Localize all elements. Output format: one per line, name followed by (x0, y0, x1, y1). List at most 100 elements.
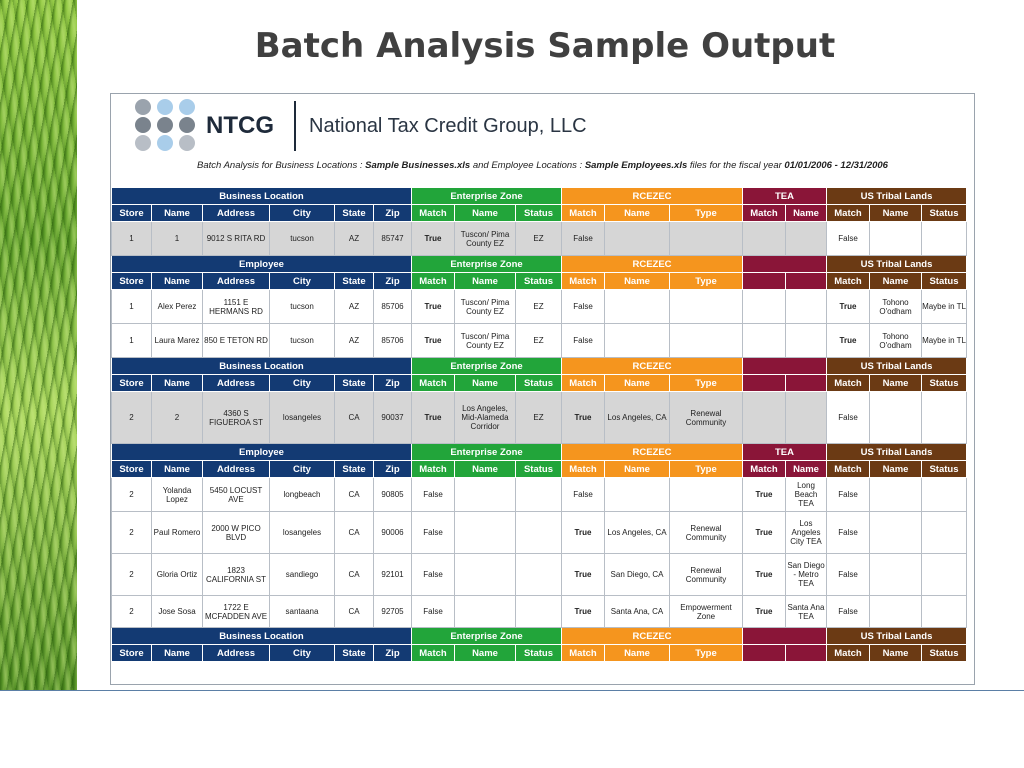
col-store: Store (111, 460, 152, 478)
col-rc-name: Name (604, 460, 670, 478)
cell-zip: 85706 (373, 323, 412, 358)
cell-us-status (921, 511, 967, 554)
col-ez-match: Match (411, 272, 455, 290)
column-header-row: Store Name Address City State Zip Match … (111, 644, 967, 662)
report-document: NTCG National Tax Credit Group, LLC Batc… (110, 93, 975, 685)
col-name: Name (151, 272, 203, 290)
cell-us-match: True (826, 323, 870, 358)
col-rc-match: Match (561, 644, 605, 662)
cell-state: CA (334, 477, 374, 512)
cell-ez-name (454, 595, 516, 628)
cell-us-match: False (826, 391, 870, 444)
cell-ez-name (454, 553, 516, 596)
col-us-status: Status (921, 644, 967, 662)
column-header-row: Store Name Address City State Zip Match … (111, 460, 967, 478)
cell-name: Laura Marez (151, 323, 203, 358)
group-business-location: Business Location (111, 627, 412, 645)
col-name: Name (151, 374, 203, 392)
cell-city: losangeles (269, 391, 335, 444)
group-enterprise-zone: Enterprise Zone (411, 255, 562, 273)
col-city: City (269, 460, 335, 478)
cell-us-status: Maybe in TL (921, 323, 967, 358)
cell-tea-match (742, 221, 786, 256)
cell-us-status (921, 553, 967, 596)
col-rc-name: Name (604, 204, 670, 222)
cell-address: 2000 W PICO BLVD (202, 511, 270, 554)
cell-rc-match: False (561, 289, 605, 324)
col-address: Address (202, 272, 270, 290)
col-us-name: Name (869, 644, 922, 662)
cell-rc-match: True (561, 511, 605, 554)
col-tea-match (742, 644, 786, 662)
cell-us-status: Maybe in TL (921, 289, 967, 324)
cell-us-name (869, 595, 922, 628)
col-us-status: Status (921, 272, 967, 290)
cell-rc-name (604, 323, 670, 358)
logo-divider (294, 101, 296, 151)
cell-ez-match: True (411, 221, 455, 256)
cell-ez-name: Los Angeles, Mid-Alameda Corridor (454, 391, 516, 444)
group-enterprise-zone: Enterprise Zone (411, 357, 562, 375)
company-name: National Tax Credit Group, LLC (309, 115, 587, 137)
table-row: 2 Yolanda Lopez 5450 LOCUST AVE longbeac… (111, 477, 967, 512)
col-ez-name: Name (454, 204, 516, 222)
col-ez-name: Name (454, 272, 516, 290)
col-address: Address (202, 374, 270, 392)
cell-rc-match: False (561, 477, 605, 512)
col-tea-name: Name (785, 460, 827, 478)
table-row: 1 Alex Perez 1151 E HERMANS RD tucson AZ… (111, 289, 967, 324)
cell-rc-name: Los Angeles, CA (604, 511, 670, 554)
report-caption: Batch Analysis for Business Locations : … (197, 160, 888, 171)
cell-city: longbeach (269, 477, 335, 512)
cell-rc-name: Santa Ana, CA (604, 595, 670, 628)
col-rc-name: Name (604, 644, 670, 662)
cell-ez-status (515, 553, 562, 596)
group-us-tribal-lands: US Tribal Lands (826, 255, 967, 273)
col-store: Store (111, 272, 152, 290)
col-us-match: Match (826, 374, 870, 392)
cell-rc-match: True (561, 595, 605, 628)
cell-name: Jose Sosa (151, 595, 203, 628)
col-rc-match: Match (561, 374, 605, 392)
cell-rc-type (669, 323, 743, 358)
cell-ez-status (515, 595, 562, 628)
group-header-row: Employee Enterprise Zone RCEZEC US Triba… (111, 255, 967, 273)
column-header-row: Store Name Address City State Zip Match … (111, 204, 967, 222)
group-header-row: Business Location Enterprise Zone RCEZEC… (111, 357, 967, 375)
col-tea-match (742, 374, 786, 392)
col-us-match: Match (826, 272, 870, 290)
slide-divider (0, 690, 1024, 691)
cell-tea-match (742, 323, 786, 358)
cell-name: 1 (151, 221, 203, 256)
col-address: Address (202, 644, 270, 662)
table-row: 2 2 4360 S FIGUEROA ST losangeles CA 900… (111, 391, 967, 444)
brand-name: NTCG (206, 112, 274, 139)
col-city: City (269, 204, 335, 222)
cell-ez-match: False (411, 553, 455, 596)
col-tea-match: Match (742, 460, 786, 478)
cell-rc-match: False (561, 221, 605, 256)
cell-state: AZ (334, 323, 374, 358)
col-tea-name (785, 272, 827, 290)
col-ez-status: Status (515, 272, 562, 290)
cell-rc-name (604, 221, 670, 256)
col-ez-match: Match (411, 644, 455, 662)
group-enterprise-zone: Enterprise Zone (411, 443, 562, 461)
group-rcezec: RCEZEC (561, 357, 743, 375)
col-rc-type: Type (669, 374, 743, 392)
group-business-location: Business Location (111, 187, 412, 205)
cell-name: Gloria Ortiz (151, 553, 203, 596)
cell-city: tucson (269, 323, 335, 358)
cell-ez-name: Tuscon/ Pima County EZ (454, 289, 516, 324)
batch-analysis-table: Business Location Enterprise Zone RCEZEC… (111, 187, 967, 662)
group-us-tribal-lands: US Tribal Lands (826, 187, 967, 205)
cell-tea-match: True (742, 553, 786, 596)
cell-ez-name (454, 511, 516, 554)
col-city: City (269, 374, 335, 392)
grass-background (0, 0, 77, 690)
col-rc-type: Type (669, 272, 743, 290)
cell-rc-match: True (561, 553, 605, 596)
cell-us-name: Tohono O'odham (869, 323, 922, 358)
group-enterprise-zone: Enterprise Zone (411, 187, 562, 205)
cell-tea-match: True (742, 511, 786, 554)
